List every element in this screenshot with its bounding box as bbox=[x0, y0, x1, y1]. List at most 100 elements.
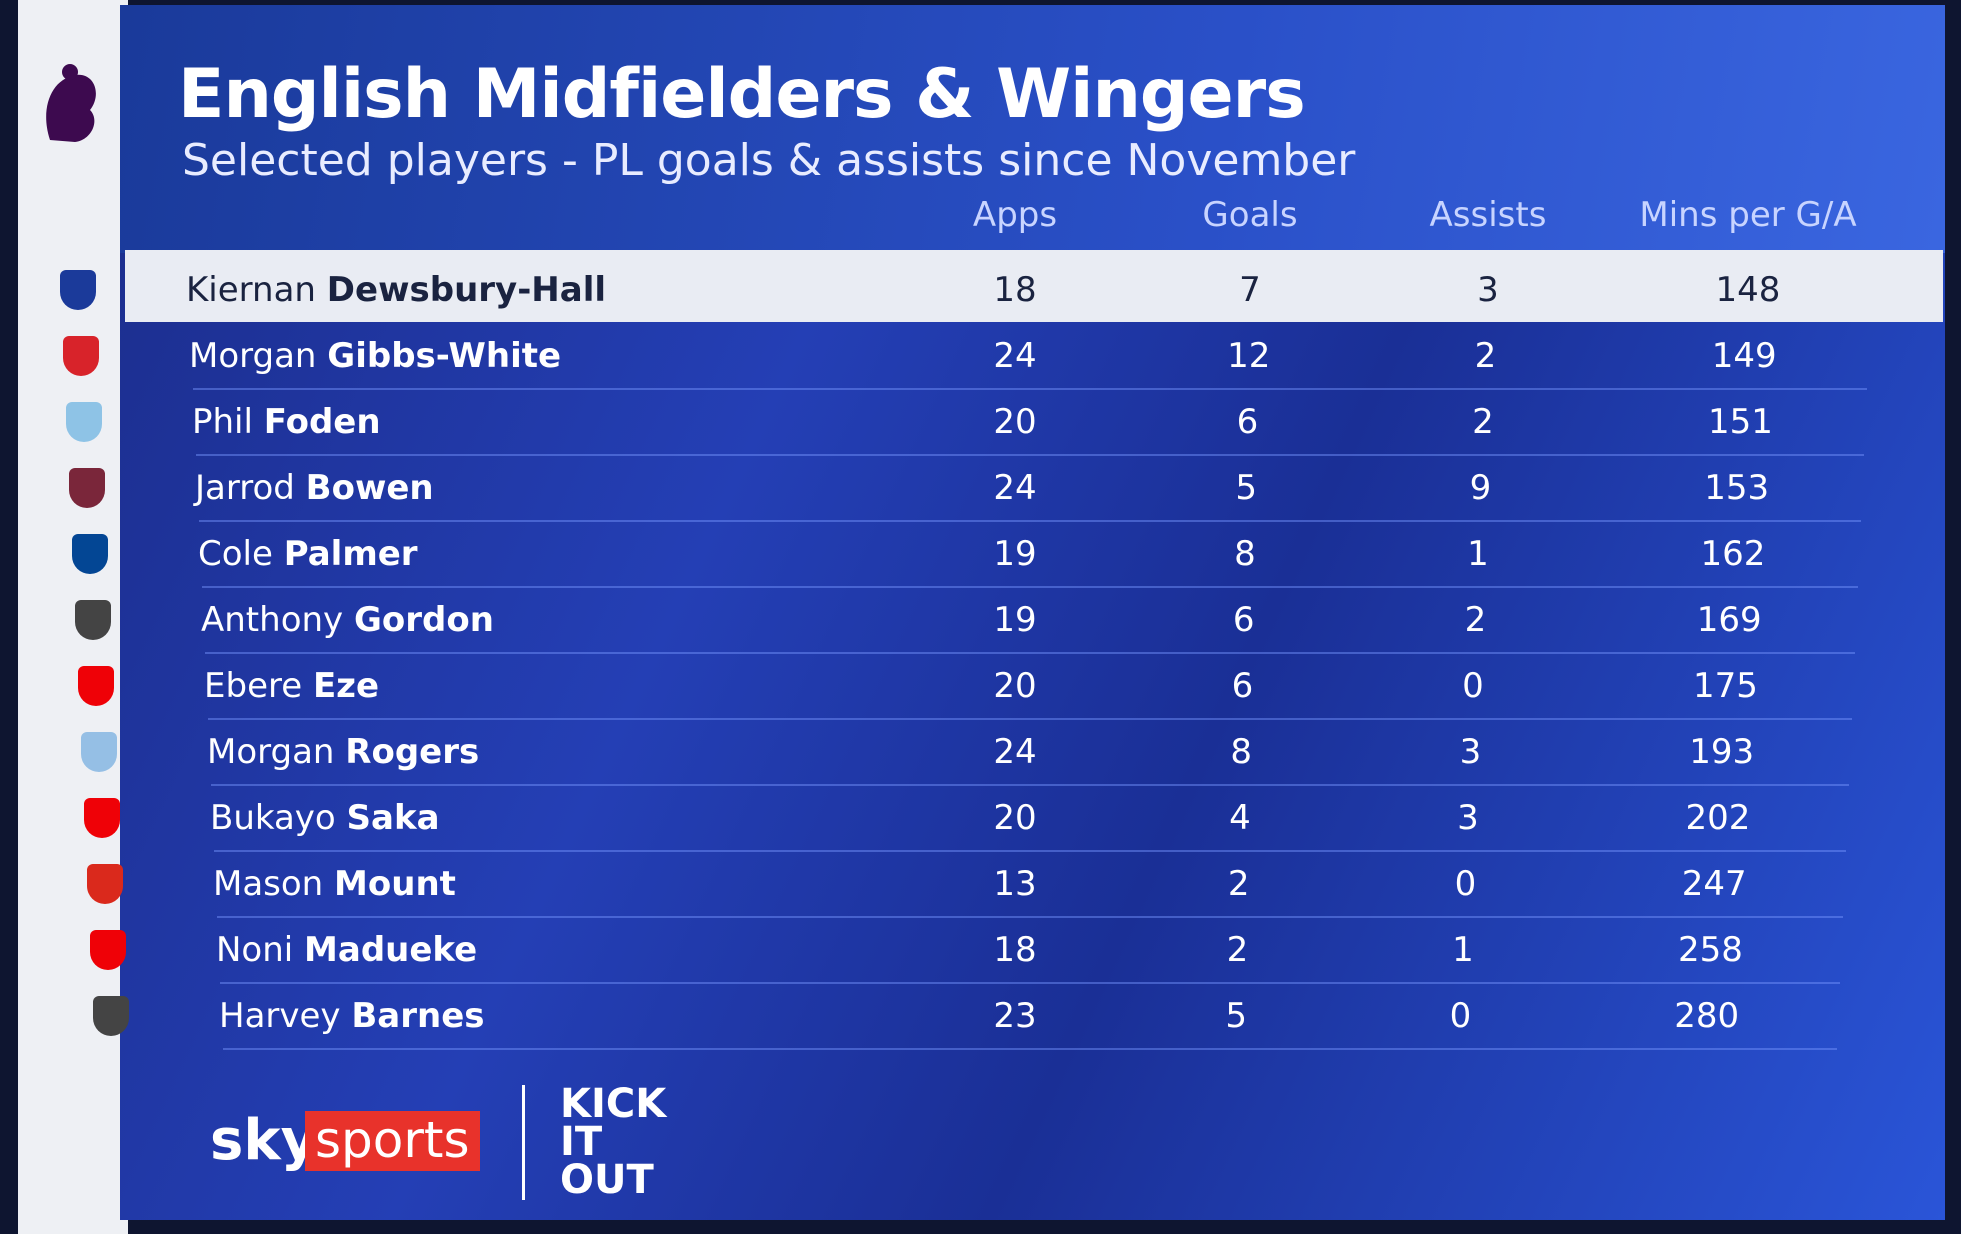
player-name: Ebere Eze bbox=[204, 666, 379, 706]
row-divider bbox=[193, 388, 1867, 390]
first-name: Jarrod bbox=[195, 468, 295, 508]
first-name: Ebere bbox=[204, 666, 303, 706]
player-name: Phil Foden bbox=[192, 402, 381, 442]
table-cell: 6 bbox=[1236, 402, 1259, 442]
table-cell: 175 bbox=[1693, 666, 1758, 706]
first-name: Noni bbox=[216, 930, 294, 970]
table-cell: 3 bbox=[1477, 270, 1499, 310]
table-cell: 19 bbox=[993, 600, 1037, 640]
club-badge bbox=[90, 930, 126, 970]
table-cell: 169 bbox=[1696, 600, 1762, 640]
table-cell: 193 bbox=[1689, 732, 1755, 772]
table-cell: 0 bbox=[1454, 864, 1477, 904]
highlight-row bbox=[125, 250, 1943, 322]
first-name: Mason bbox=[213, 864, 324, 904]
club-badge bbox=[93, 996, 129, 1036]
club-badge bbox=[60, 270, 96, 310]
table-cell: 24 bbox=[993, 732, 1037, 772]
table-cell: 148 bbox=[1715, 270, 1781, 310]
player-name: Morgan Rogers bbox=[207, 732, 479, 772]
partner-logo: KICK IT OUT bbox=[560, 1081, 667, 1203]
club-badge bbox=[81, 732, 117, 772]
club-badge bbox=[72, 534, 108, 574]
table-cell: 2 bbox=[1464, 600, 1487, 640]
last-name: Saka bbox=[346, 798, 440, 838]
table-cell: 7 bbox=[1239, 270, 1261, 310]
table-cell: 24 bbox=[993, 336, 1037, 376]
table-cell: 13 bbox=[993, 864, 1037, 904]
subtitle: Selected players - PL goals & assists si… bbox=[182, 135, 1356, 186]
row-divider bbox=[223, 1048, 1837, 1050]
row-divider bbox=[196, 454, 1864, 456]
last-name: Bowen bbox=[305, 468, 434, 508]
last-name: Mount bbox=[334, 864, 456, 904]
table-cell: 24 bbox=[993, 468, 1037, 508]
table-cell: 20 bbox=[993, 798, 1037, 838]
last-name: Eze bbox=[312, 666, 380, 706]
table-cell: 151 bbox=[1708, 402, 1773, 442]
table-cell: 20 bbox=[993, 402, 1037, 442]
last-name: Dewsbury-Hall bbox=[326, 270, 607, 310]
table-cell: 202 bbox=[1685, 798, 1751, 838]
club-badge bbox=[63, 336, 99, 376]
table-cell: 9 bbox=[1469, 468, 1492, 508]
table-cell: 2 bbox=[1226, 930, 1249, 970]
player-name: Jarrod Bowen bbox=[195, 468, 434, 508]
table-cell: 2 bbox=[1474, 336, 1497, 376]
badge-strip bbox=[18, 0, 128, 1234]
table-cell: 280 bbox=[1674, 996, 1740, 1036]
row-divider bbox=[217, 916, 1843, 918]
table-cell: 153 bbox=[1704, 468, 1770, 508]
row-divider bbox=[208, 718, 1852, 720]
table-cell: 23 bbox=[993, 996, 1037, 1036]
row-divider bbox=[205, 652, 1855, 654]
table-cell: 247 bbox=[1681, 864, 1747, 904]
column-header: Goals bbox=[1202, 195, 1298, 235]
table-cell: 2 bbox=[1472, 402, 1494, 442]
player-name: Noni Madueke bbox=[216, 930, 477, 970]
first-name: Anthony bbox=[201, 600, 344, 640]
last-name: Gordon bbox=[353, 600, 494, 640]
first-name: Morgan bbox=[207, 732, 335, 772]
table-cell: 3 bbox=[1459, 732, 1482, 772]
club-badge bbox=[87, 864, 123, 904]
table-cell: 258 bbox=[1678, 930, 1743, 970]
first-name: Phil bbox=[192, 402, 253, 442]
player-name: Bukayo Saka bbox=[210, 798, 440, 838]
last-name: Madueke bbox=[304, 930, 478, 970]
table-cell: 149 bbox=[1711, 336, 1777, 376]
player-name: Kiernan Dewsbury-Hall bbox=[186, 270, 606, 310]
table-cell: 3 bbox=[1457, 798, 1479, 838]
first-name: Kiernan bbox=[186, 270, 316, 310]
column-header: Assists bbox=[1429, 195, 1547, 235]
title: English Midfielders & Wingers bbox=[178, 55, 1306, 134]
player-name: Harvey Barnes bbox=[219, 996, 485, 1036]
table-cell: 19 bbox=[993, 534, 1037, 574]
first-name: Cole bbox=[198, 534, 273, 574]
separator bbox=[522, 1085, 525, 1200]
first-name: Morgan bbox=[189, 336, 317, 376]
column-header: Mins per G/A bbox=[1639, 195, 1857, 235]
table-cell: 4 bbox=[1229, 798, 1251, 838]
league-logo bbox=[46, 64, 96, 142]
table-cell: 6 bbox=[1231, 666, 1254, 706]
first-name: Bukayo bbox=[210, 798, 336, 838]
table-cell: 6 bbox=[1232, 600, 1255, 640]
table-cell: 18 bbox=[993, 270, 1037, 310]
table-cell: 8 bbox=[1230, 732, 1253, 772]
last-name: Barnes bbox=[351, 996, 485, 1036]
club-badge bbox=[84, 798, 120, 838]
club-badge bbox=[75, 600, 111, 640]
row-divider bbox=[199, 520, 1861, 522]
club-badge bbox=[78, 666, 114, 706]
row-divider bbox=[202, 586, 1858, 588]
player-name: Anthony Gordon bbox=[201, 600, 494, 640]
brand-logo: sky bbox=[210, 1108, 318, 1173]
last-name: Gibbs-White bbox=[327, 336, 562, 376]
table-cell: 162 bbox=[1700, 534, 1766, 574]
table-cell: 12 bbox=[1227, 336, 1271, 376]
brand-tag: sports bbox=[305, 1111, 480, 1171]
table-cell: 5 bbox=[1235, 468, 1258, 508]
